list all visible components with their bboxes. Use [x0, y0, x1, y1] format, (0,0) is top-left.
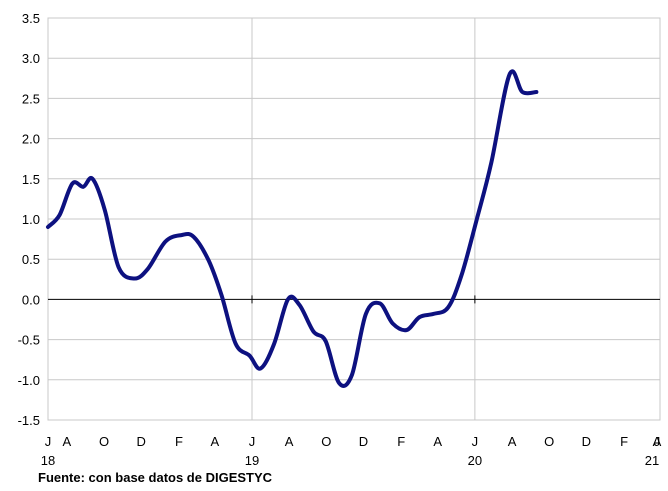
y-tick-label: 1.0: [22, 212, 40, 227]
x-axis-month-labels: J A O D F A J A O D F A J A O D F AJ: [45, 434, 662, 449]
y-tick-label: 0.5: [22, 252, 40, 267]
y-tick-label: -1.5: [18, 413, 40, 428]
x-month-label: A: [653, 434, 662, 449]
x-year-label: 18: [41, 453, 55, 468]
x-month-label: F: [397, 434, 405, 449]
x-axis-year-labels: 18 19 20 21: [41, 453, 659, 468]
x-month-label: A: [285, 434, 294, 449]
source-note: Fuente: con base datos de DIGESTYC: [38, 470, 273, 485]
x-year-label: 21: [645, 453, 659, 468]
y-tick-label: -1.0: [18, 373, 40, 388]
y-tick-label: 2.5: [22, 91, 40, 106]
x-month-label: A: [211, 434, 220, 449]
x-month-label: J: [45, 434, 52, 449]
x-month-label: O: [544, 434, 554, 449]
y-tick-label: 3.5: [22, 11, 40, 26]
x-year-label: 19: [245, 453, 259, 468]
x-month-label: F: [175, 434, 183, 449]
x-month-label: O: [321, 434, 331, 449]
x-month-label: A: [508, 434, 517, 449]
y-tick-label: -0.5: [18, 333, 40, 348]
series-layer: [46, 69, 539, 388]
x-month-label: O: [99, 434, 109, 449]
x-month-label: F: [620, 434, 628, 449]
y-tick-label: 1.5: [22, 172, 40, 187]
x-month-label: D: [136, 434, 145, 449]
x-month-label: A: [433, 434, 442, 449]
series-line: [46, 69, 539, 388]
x-year-label: 20: [468, 453, 482, 468]
y-tick-label: 2.0: [22, 132, 40, 147]
x-month-label: D: [582, 434, 591, 449]
x-month-label: A: [63, 434, 72, 449]
y-axis-tick-labels: 3.5 3.0 2.5 2.0 1.5 1.0 0.5 0.0 -0.5 -1.0 -1.5: [18, 11, 40, 428]
x-month-label: J: [249, 434, 256, 449]
y-tick-label: 3.0: [22, 51, 40, 66]
y-tick-label: 0.0: [22, 292, 40, 307]
x-month-label: D: [359, 434, 368, 449]
x-month-label: J: [654, 434, 661, 449]
x-month-label: J: [472, 434, 479, 449]
